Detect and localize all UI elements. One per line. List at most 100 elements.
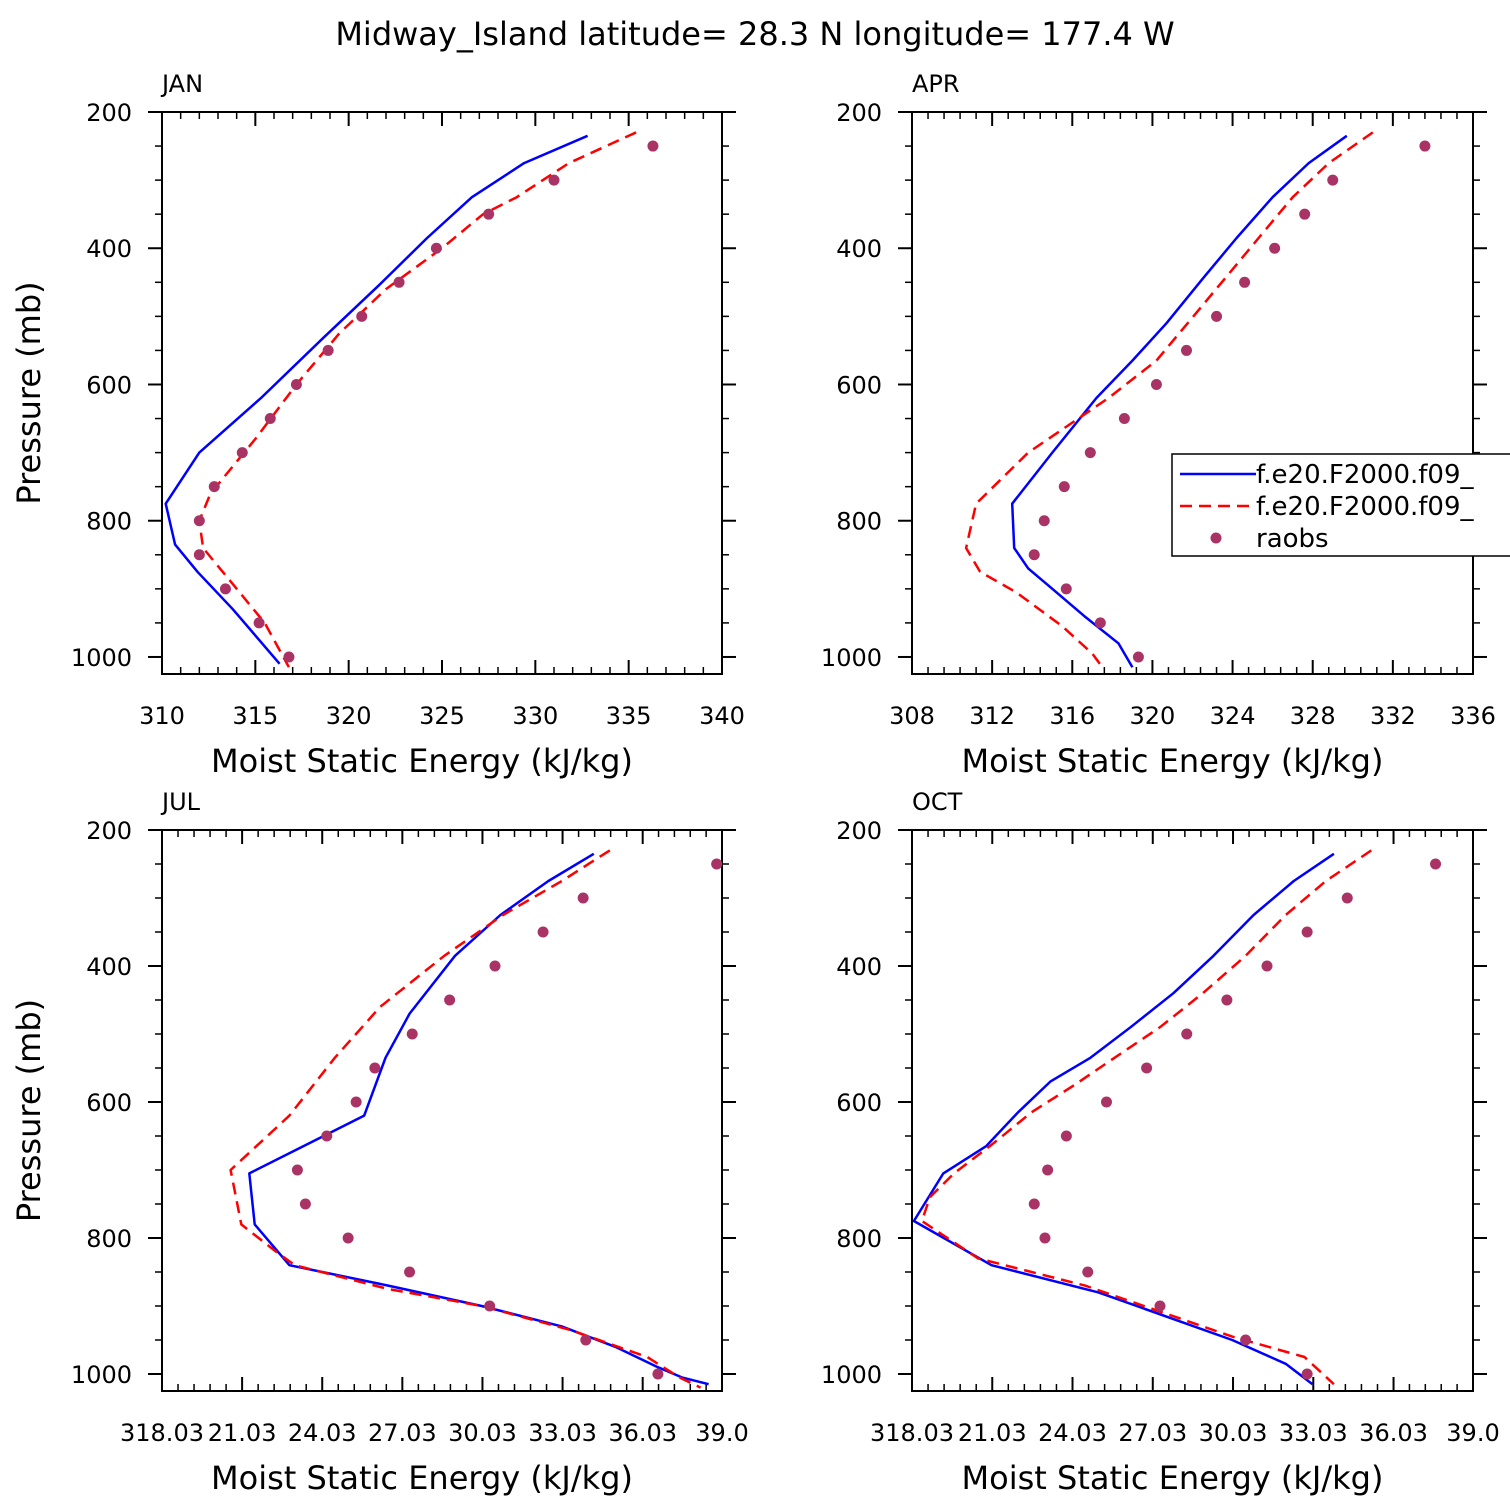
x-tick-label: 39.0 [1446, 1419, 1499, 1447]
series-raobs [193, 140, 659, 663]
panel-oct: OCT 318.03 21.03 24.03 27.03 30.03 33.03 36.03 3… [821, 788, 1500, 1497]
panel-jul: JUL 318.03 21.03 24.03 27.03 30.03 33.03 36.03 3… [10, 788, 749, 1497]
x-tick-label: 316 [1049, 702, 1095, 730]
data-point [483, 208, 495, 220]
data-point [652, 1368, 664, 1380]
x-axis-label: Moist Static Energy (kJ/kg) [962, 1459, 1384, 1497]
figure-title: Midway_Island latitude= 28.3 N longitude… [335, 15, 1174, 53]
x-tick-label: 312 [969, 702, 1015, 730]
y-tick-label: 1000 [71, 644, 132, 672]
data-point [1211, 310, 1223, 322]
data-point [489, 960, 501, 972]
legend-marker-dot [1210, 532, 1222, 544]
data-point [1419, 140, 1431, 152]
x-tick-label: 24.03 [288, 1419, 357, 1447]
y-tick-label: 800 [836, 1225, 882, 1253]
x-tick-label: 320 [1130, 702, 1176, 730]
x-tick-label: 328 [1290, 702, 1336, 730]
plot-frame [161, 111, 723, 675]
y-tick-label: 1000 [821, 644, 882, 672]
y-tick-label: 200 [836, 99, 882, 127]
data-point [1301, 1368, 1313, 1380]
data-point [1430, 858, 1442, 870]
data-point [253, 617, 265, 629]
x-tick-label: 318.03 [870, 1419, 954, 1447]
data-point [1180, 344, 1192, 356]
data-point [1028, 1198, 1040, 1210]
x-axis-label: Moist Static Energy (kJ/kg) [211, 742, 633, 780]
data-point [264, 413, 276, 425]
x-tick-label: 36.03 [608, 1419, 677, 1447]
data-point [1327, 174, 1339, 186]
data-point [283, 651, 295, 663]
series-line-solid [248, 852, 709, 1386]
data-point [404, 1266, 416, 1278]
x-tick-label: 308 [889, 702, 935, 730]
data-point [1132, 651, 1144, 663]
data-point [290, 378, 302, 390]
x-tick-label: 324 [1210, 702, 1256, 730]
legend: f.e20.F2000.f09_f.e20.F2000.f09_raobs [1171, 453, 1510, 557]
x-tick-label: 336 [1450, 702, 1496, 730]
data-point [1058, 481, 1070, 493]
y-tick-label: 400 [836, 235, 882, 263]
x-tick-label: 27.03 [368, 1419, 437, 1447]
data-point [1042, 1164, 1054, 1176]
y-tick-label: 800 [836, 508, 882, 536]
series-line-dashed [920, 849, 1372, 1386]
data-point [1118, 413, 1130, 425]
data-point [208, 481, 220, 493]
legend-label: f.e20.F2000.f09_ [1256, 460, 1474, 490]
y-tick-label: 200 [86, 99, 132, 127]
x-tick-label: 325 [419, 702, 465, 730]
y-tick-label: 200 [86, 817, 132, 845]
panel-label: JAN [160, 70, 203, 98]
x-tick-label: 30.03 [1199, 1419, 1268, 1447]
y-tick-label: 600 [836, 1089, 882, 1117]
data-point [577, 892, 589, 904]
x-tick-label: 340 [699, 702, 745, 730]
series-raobs [1028, 140, 1431, 663]
data-point [406, 1028, 418, 1040]
panel-apr: APR 308 312 316 320 324 328 332 336 200 400 600 800 1… [821, 70, 1496, 780]
data-point [580, 1334, 592, 1346]
series-raobs [1028, 858, 1442, 1380]
data-point [647, 140, 659, 152]
data-point [1181, 1028, 1193, 1040]
x-tick-label: 320 [326, 702, 372, 730]
x-axis-label: Moist Static Energy (kJ/kg) [962, 742, 1384, 780]
data-point [299, 1198, 311, 1210]
data-point [1239, 276, 1251, 288]
data-point [1299, 208, 1311, 220]
plot-frame [911, 111, 1474, 675]
plot-frame [161, 829, 723, 1392]
y-tick-label: 600 [86, 1089, 132, 1117]
series-raobs [291, 858, 723, 1380]
y-tick-label: 800 [86, 1225, 132, 1253]
data-point [1028, 549, 1040, 561]
panel-jan: JAN 310 315 320 325 330 335 340 200 400 600 800 1000… [10, 70, 745, 780]
y-tick-label: 600 [836, 371, 882, 399]
data-point [1341, 892, 1353, 904]
data-point [537, 926, 549, 938]
data-point [1221, 994, 1233, 1006]
x-tick-label: 21.03 [208, 1419, 277, 1447]
panels: JAN 310 315 320 325 330 335 340 200 400 600 800 1000… [10, 70, 1500, 1497]
x-axis-label: Moist Static Energy (kJ/kg) [211, 1459, 633, 1497]
data-point [1150, 378, 1162, 390]
data-point [193, 515, 205, 527]
data-point [291, 1164, 303, 1176]
x-tick-label: 36.03 [1359, 1419, 1428, 1447]
data-point [444, 994, 456, 1006]
series-line-dashed [964, 131, 1374, 668]
data-point [321, 1130, 333, 1142]
x-tick-label: 33.03 [1279, 1419, 1348, 1447]
y-tick-label: 200 [836, 817, 882, 845]
x-tick-label: 24.03 [1038, 1419, 1107, 1447]
data-point [1100, 1096, 1112, 1108]
data-point [350, 1096, 362, 1108]
data-point [1094, 617, 1106, 629]
series-line-dashed [198, 131, 637, 668]
data-point [1060, 1130, 1072, 1142]
